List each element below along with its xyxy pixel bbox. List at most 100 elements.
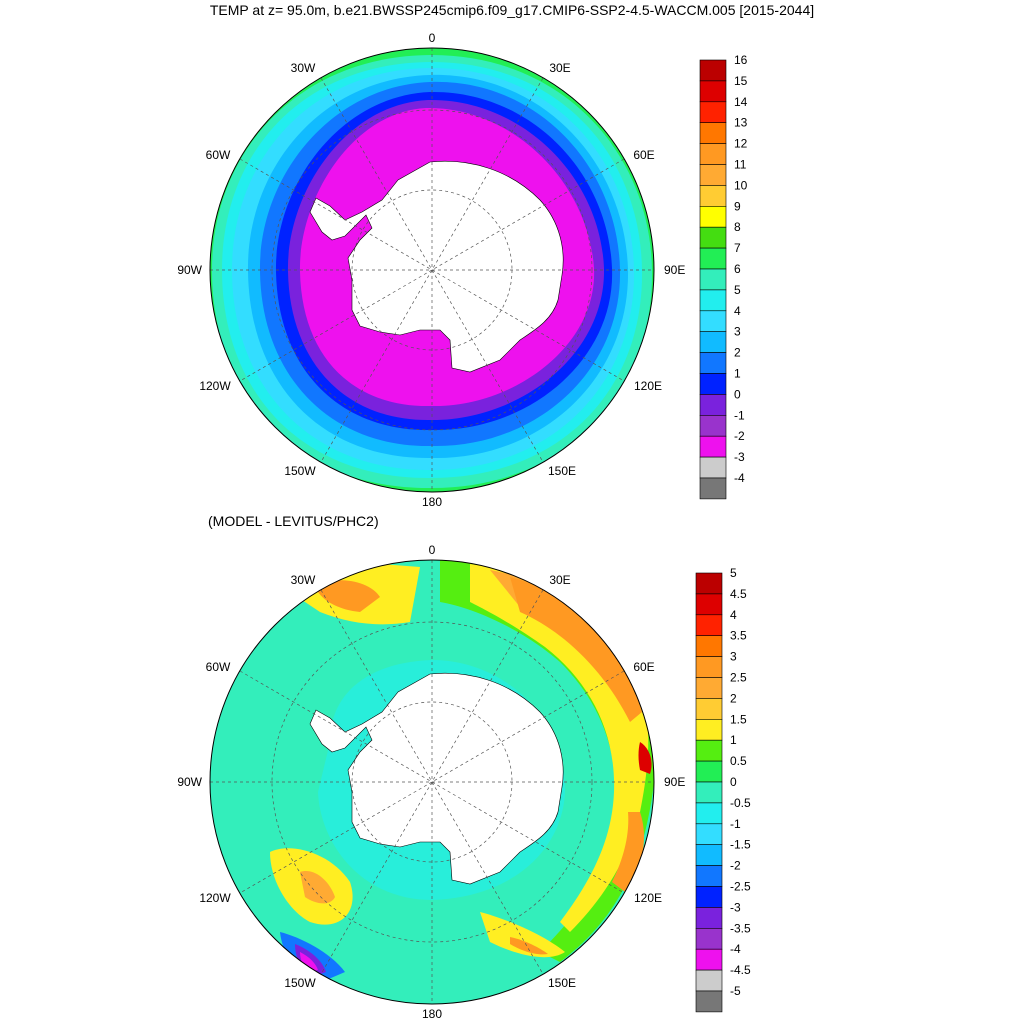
- top-colorbar-swatch: [699, 185, 727, 207]
- top-colorbar-swatch: [699, 352, 727, 374]
- top-graticule: [210, 48, 654, 492]
- bottom-label-180: 180: [422, 1007, 442, 1021]
- bottom-colorbar-swatch: [695, 656, 723, 678]
- bottom-label-90e: 90E: [664, 775, 685, 789]
- top-colorbar-label: 2: [734, 346, 741, 360]
- bottom-colorbar-swatch: [695, 635, 723, 657]
- top-colorbar-label: 1: [734, 367, 741, 381]
- bottom-label-150e: 150E: [548, 976, 576, 990]
- top-map-border: [209, 47, 655, 493]
- bottom-map-border: [209, 559, 655, 1005]
- top-colorbar-label: 15: [734, 74, 748, 88]
- top-colorbar-swatch: [699, 414, 727, 437]
- top-colorbar-swatch: [699, 164, 727, 186]
- bottom-colorbar-swatch: [695, 572, 723, 595]
- top-label-150w: 150W: [284, 464, 316, 478]
- top-colorbar-label: -2: [734, 429, 745, 443]
- top-colorbar-label: 8: [734, 220, 741, 234]
- top-label-120w: 120W: [199, 379, 231, 393]
- top-colorbar-swatch: [699, 456, 727, 479]
- top-colorbar-swatch: [699, 268, 727, 291]
- bottom-colorbar-label: 3: [730, 650, 737, 664]
- top-colorbar-swatch: [699, 80, 727, 103]
- bottom-colorbar-label: -4: [730, 942, 741, 956]
- difference-temperature-map: 0 30E 60E 90E 120E 150E 180 150W 120W 90…: [177, 543, 751, 1021]
- top-colorbar-swatch: [699, 226, 727, 249]
- top-label-90e: 90E: [664, 263, 685, 277]
- top-label-180: 180: [422, 495, 442, 509]
- bottom-colorbar-label: -1.5: [730, 838, 751, 852]
- top-colorbar-swatch: [699, 59, 727, 82]
- bottom-colorbar-swatch: [695, 677, 723, 699]
- bottom-colorbar-swatch: [695, 865, 723, 887]
- top-colorbar-label: -3: [734, 450, 745, 464]
- bottom-colorbar: 5 4.5 4 3.5 3 2.5 2 1.5 1 0.5 0 -0.5 -1 -1.5 -2 -2.5 -3 -…: [695, 566, 751, 1013]
- bottom-colorbar-label: -3: [730, 900, 741, 914]
- bottom-colorbar-label: 5: [730, 566, 737, 580]
- top-colorbar-swatch: [699, 331, 727, 353]
- bottom-colorbar-swatch: [695, 969, 723, 992]
- top-label-60e: 60E: [633, 148, 654, 162]
- top-colorbar-label: 3: [734, 325, 741, 339]
- bottom-label-30e: 30E: [549, 573, 570, 587]
- bottom-label-90w: 90W: [177, 775, 202, 789]
- bottom-colorbar-swatch: [695, 781, 723, 804]
- bottom-colorbar-swatch: [695, 719, 723, 741]
- bottom-colorbar-label: 1.5: [730, 712, 747, 726]
- bottom-colorbar-label: 2.5: [730, 671, 747, 685]
- top-colorbar-swatch: [699, 247, 727, 270]
- top-colorbar-label: 5: [734, 283, 741, 297]
- top-label-120e: 120E: [634, 379, 662, 393]
- difference-panel-title: (MODEL - LEVITUS/PHC2): [208, 513, 379, 529]
- bottom-colorbar-swatch: [695, 948, 723, 971]
- bottom-label-120e: 120E: [634, 891, 662, 905]
- top-label-60w: 60W: [206, 148, 231, 162]
- top-colorbar-label: 4: [734, 304, 741, 318]
- bottom-colorbar-swatch: [695, 844, 723, 866]
- bottom-colorbar-label: -0.5: [730, 796, 751, 810]
- top-colorbar-label: -4: [734, 471, 745, 485]
- figure-title: TEMP at z= 95.0m, b.e21.BWSSP245cmip6.f0…: [209, 2, 815, 18]
- bottom-label-150w: 150W: [284, 976, 316, 990]
- bottom-colorbar-label: -3.5: [730, 921, 751, 935]
- bottom-colorbar-label: 1: [730, 733, 737, 747]
- bottom-colorbar-swatch: [695, 823, 723, 845]
- top-colorbar-label: 7: [734, 241, 741, 255]
- top-colorbar-label: 11: [734, 158, 747, 172]
- bottom-colorbar-label: 4: [730, 608, 737, 622]
- top-colorbar-label: 10: [734, 178, 748, 192]
- top-colorbar-label: 13: [734, 116, 748, 130]
- bottom-colorbar-label: 2: [730, 691, 737, 705]
- top-colorbar-label: 9: [734, 199, 741, 213]
- bottom-colorbar-label: -2: [730, 859, 741, 873]
- top-label-150e: 150E: [548, 464, 576, 478]
- bottom-colorbar-swatch: [695, 802, 723, 825]
- bottom-label-60e: 60E: [633, 660, 654, 674]
- bottom-colorbar-label: 3.5: [730, 629, 747, 643]
- bottom-label-30w: 30W: [291, 573, 316, 587]
- top-label-30w: 30W: [291, 61, 316, 75]
- bottom-colorbar-swatch: [695, 990, 723, 1013]
- bottom-colorbar-swatch: [695, 698, 723, 720]
- bottom-colorbar-swatch: [695, 907, 723, 929]
- top-colorbar-swatch: [699, 373, 727, 395]
- top-colorbar-swatch: [699, 477, 727, 500]
- bottom-label-60w: 60W: [206, 660, 231, 674]
- top-colorbar-label: 16: [734, 53, 748, 67]
- top-label-0: 0: [429, 31, 436, 45]
- bottom-graticule: [210, 560, 654, 1004]
- bottom-colorbar-swatch: [695, 886, 723, 908]
- top-colorbar-label: 14: [734, 95, 748, 109]
- top-colorbar-swatch: [699, 394, 727, 416]
- bottom-colorbar-swatch: [695, 760, 723, 783]
- top-colorbar-swatch: [699, 289, 727, 312]
- bottom-colorbar-label: -5: [730, 984, 741, 998]
- top-colorbar-swatch: [699, 435, 727, 458]
- top-label-90w: 90W: [177, 263, 202, 277]
- top-colorbar-swatch: [699, 206, 727, 228]
- bottom-label-0: 0: [429, 543, 436, 557]
- bottom-colorbar-swatch: [695, 614, 723, 637]
- top-colorbar-label: 6: [734, 262, 741, 276]
- top-colorbar-swatch: [699, 122, 727, 144]
